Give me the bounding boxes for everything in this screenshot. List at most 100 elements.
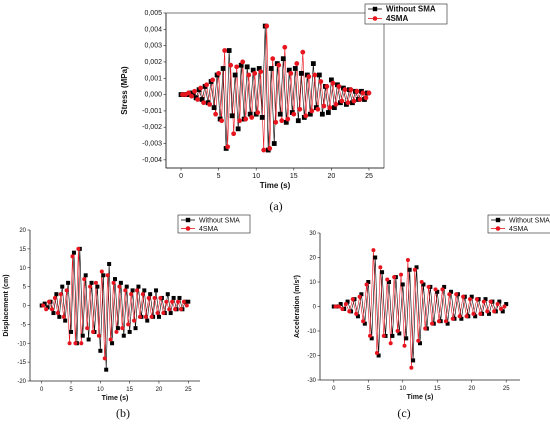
data-point-without-sma — [115, 326, 120, 331]
x-axis-label: Time (s) — [102, 395, 129, 402]
data-point-4sma — [368, 333, 372, 338]
data-point-4sma — [267, 146, 273, 151]
data-point-4sma — [88, 284, 93, 289]
data-point-without-sma — [95, 284, 100, 289]
data-point-without-sma — [483, 297, 488, 302]
data-point-4sma — [360, 90, 366, 96]
legend-marker-square — [372, 6, 378, 12]
data-point-without-sma — [380, 270, 385, 275]
data-point-without-sma — [165, 292, 170, 297]
x-tick-label: 15 — [290, 173, 298, 180]
data-point-without-sma — [359, 292, 364, 297]
data-point-without-sma — [124, 284, 129, 289]
data-point-4sma — [371, 248, 376, 253]
series-line-4sma — [335, 249, 505, 369]
data-point-without-sma — [51, 311, 56, 316]
data-point-4sma — [111, 280, 116, 285]
data-point-without-sma — [445, 321, 450, 326]
data-point-without-sma — [98, 348, 103, 353]
data-point-without-sma — [186, 299, 191, 304]
y-tick-label: 10 — [19, 266, 26, 272]
data-point-without-sma — [307, 111, 313, 117]
data-point-4sma — [282, 44, 288, 50]
data-point-4sma — [176, 299, 181, 304]
data-point-4sma — [120, 326, 125, 331]
data-point-without-sma — [418, 341, 422, 346]
data-point-without-sma — [101, 273, 106, 278]
data-point-without-sma — [325, 110, 331, 115]
data-point-4sma — [258, 69, 264, 75]
data-point-without-sma — [71, 250, 76, 255]
data-point-without-sma — [107, 261, 112, 266]
data-point-without-sma — [292, 66, 298, 71]
data-point-4sma — [315, 106, 321, 112]
data-point-4sma — [195, 97, 200, 102]
acceleration-chart-panel: -30 -20 -10 0 10 20 30 0 5 10 15 20 25 Time (s) Accele… — [294, 214, 550, 401]
data-point-4sma — [457, 314, 462, 319]
data-point-4sma — [464, 314, 469, 319]
data-point-without-sma — [316, 72, 322, 78]
data-point-4sma — [96, 333, 101, 338]
data-point-4sma — [132, 318, 137, 323]
data-point-without-sma — [57, 314, 62, 319]
data-point-4sma — [99, 269, 104, 274]
data-point-4sma — [189, 93, 194, 99]
y-tick-label: -0,004 — [142, 157, 162, 164]
data-point-4sma — [140, 292, 145, 297]
data-point-without-sma — [404, 336, 409, 341]
data-point-4sma — [167, 307, 172, 312]
data-point-4sma — [419, 280, 424, 284]
data-point-4sma — [345, 100, 351, 106]
data-point-without-sma — [500, 309, 505, 314]
data-point-4sma — [155, 311, 160, 316]
data-point-4sma — [461, 294, 466, 299]
data-point-4sma — [105, 273, 110, 278]
data-point-4sma — [454, 292, 459, 297]
data-point-without-sma — [345, 299, 350, 304]
y-tick-label: 5 — [23, 285, 27, 291]
x-tick-label: 0 — [332, 386, 336, 392]
data-point-4sma — [181, 299, 186, 304]
data-point-without-sma — [89, 280, 94, 285]
data-point-without-sma — [244, 64, 250, 70]
data-point-4sma — [261, 147, 267, 153]
legend-label: Without SMA — [509, 218, 550, 225]
data-point-4sma — [340, 306, 345, 311]
data-point-4sma — [288, 70, 294, 76]
data-point-4sma — [285, 116, 291, 122]
data-point-4sma — [478, 311, 483, 316]
data-point-4sma — [499, 306, 504, 311]
data-point-4sma — [249, 115, 255, 120]
data-point-4sma — [117, 284, 122, 289]
data-point-without-sma — [497, 299, 502, 304]
data-point-without-sma — [80, 333, 85, 338]
data-point-4sma — [324, 84, 330, 89]
data-point-4sma — [336, 84, 342, 89]
data-point-4sma — [67, 341, 72, 346]
x-tick-label: 5 — [367, 386, 371, 392]
data-point-4sma — [108, 337, 113, 342]
data-point-4sma — [416, 338, 421, 343]
data-point-without-sma — [319, 111, 325, 117]
data-point-without-sma — [271, 141, 277, 146]
data-point-without-sma — [171, 295, 176, 300]
x-tick-label: 25 — [185, 387, 192, 393]
data-point-without-sma — [133, 326, 138, 331]
data-point-without-sma — [199, 97, 205, 102]
data-point-without-sma — [442, 284, 447, 289]
data-point-without-sma — [259, 115, 265, 120]
data-point-4sma — [204, 82, 209, 88]
data-point-4sma — [58, 292, 63, 297]
data-point-4sma — [409, 365, 414, 370]
data-point-without-sma — [250, 67, 256, 73]
legend-box — [177, 214, 251, 234]
data-point-without-sma — [414, 265, 419, 270]
data-point-4sma — [126, 322, 131, 327]
data-point-4sma — [351, 98, 357, 104]
x-tick-label: 25 — [503, 386, 510, 392]
y-tick-label: -20 — [17, 379, 26, 385]
legend-marker-circle — [185, 226, 191, 231]
data-point-4sma — [213, 111, 219, 117]
